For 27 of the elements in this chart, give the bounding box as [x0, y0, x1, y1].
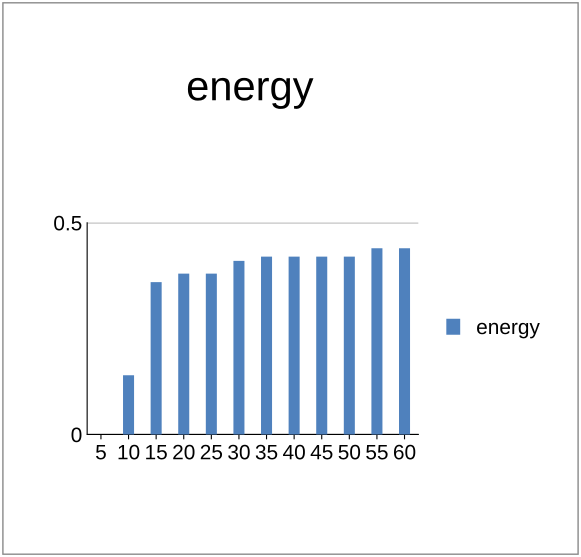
x-tick-label: 25 — [200, 444, 222, 460]
x-tick-label: 20 — [173, 444, 195, 460]
bar — [371, 248, 382, 434]
x-tick-label: 50 — [338, 444, 360, 460]
x-tick-label: 5 — [96, 444, 106, 460]
y-tick-label: 0 — [72, 427, 82, 442]
bar — [206, 274, 217, 434]
x-tick-label: 40 — [283, 444, 305, 460]
bar — [399, 248, 410, 434]
x-tick-label: 55 — [366, 444, 388, 460]
bar — [344, 256, 355, 434]
bar — [150, 282, 162, 434]
bar — [178, 274, 190, 434]
bar — [288, 256, 300, 434]
x-tick-label: 10 — [118, 444, 140, 460]
bar — [233, 260, 244, 434]
x-tick-label: 45 — [310, 444, 332, 460]
x-tick-label: 60 — [394, 444, 416, 460]
legend-label: energy — [477, 322, 540, 338]
bar — [261, 256, 272, 434]
chart-title: energy — [188, 78, 314, 109]
y-tick-label: 0.5 — [54, 216, 82, 231]
x-tick-label: 30 — [228, 444, 250, 460]
bar — [123, 375, 134, 434]
bar — [316, 256, 328, 434]
x-tick-label: 15 — [146, 444, 167, 460]
x-tick-label: 35 — [256, 444, 278, 460]
